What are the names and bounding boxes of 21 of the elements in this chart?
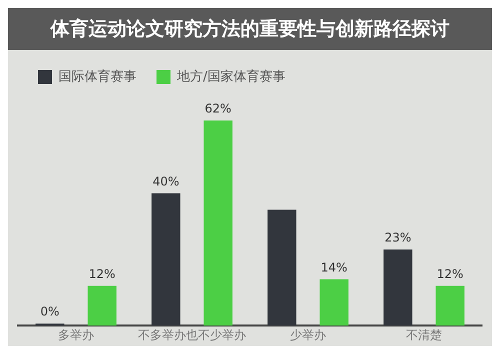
x-tick-label: 多举办 <box>58 328 94 342</box>
bar <box>320 279 348 326</box>
data-label: 40% <box>152 174 180 188</box>
bar <box>88 286 116 326</box>
bar <box>268 210 296 326</box>
data-label: 12% <box>436 267 464 282</box>
bar <box>436 286 464 326</box>
legend-label: 地方/国家体育赛事 <box>176 68 286 84</box>
data-label: 12% <box>88 267 116 282</box>
x-tick-label: 不清楚 <box>406 328 442 342</box>
data-label: 62% <box>204 102 232 116</box>
bar <box>152 193 180 326</box>
chart-title: 体育运动论文研究方法的重要性与创新路径探讨 <box>8 8 492 50</box>
data-label: 14% <box>320 260 348 274</box>
data-label: 0% <box>40 304 60 319</box>
x-tick-label: 不多举办也不少举办 <box>138 328 246 342</box>
bar <box>204 120 232 326</box>
data-label: 23% <box>384 230 412 245</box>
legend-label: 国际体育赛事 <box>58 68 136 84</box>
bar <box>384 250 412 326</box>
x-tick-label: 少举办 <box>290 328 326 342</box>
